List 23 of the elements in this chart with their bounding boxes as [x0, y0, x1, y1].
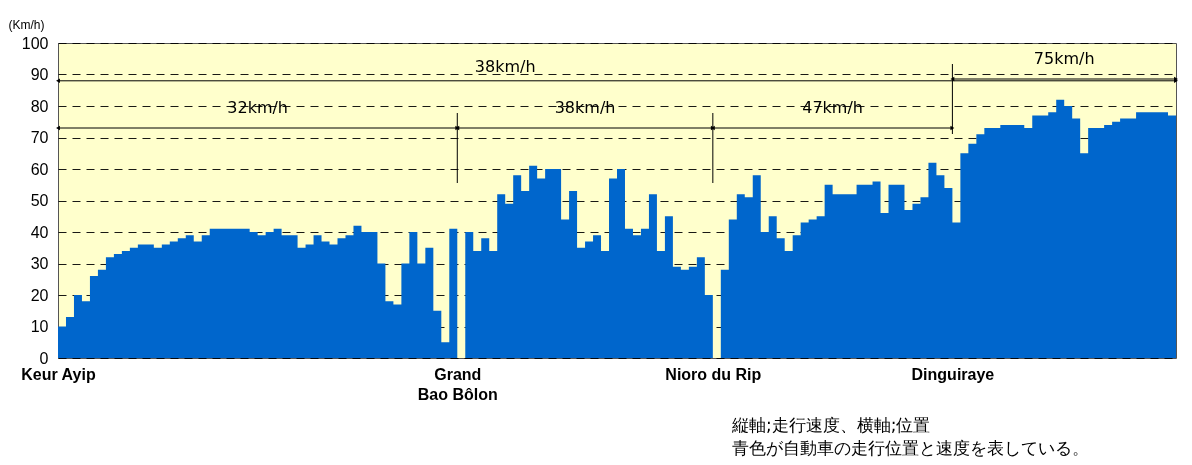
x-tick-label: Nioro du Rip: [665, 365, 762, 383]
y-tick-label: 60: [30, 160, 49, 178]
y-tick-label: 0: [39, 349, 49, 367]
annotation: 38km/h: [554, 98, 616, 117]
x-tick-label: Grand Bao Bôlon: [417, 365, 498, 403]
x-tick-label: Dinguiraye: [911, 365, 995, 383]
y-tick-label: 80: [30, 97, 49, 115]
y-tick-label: 10: [30, 318, 49, 335]
text: 青色が自動車の走行位置と速度を表している。: [732, 437, 1089, 460]
x-tick-label: Keur Ayip: [21, 365, 96, 383]
y-tick-label: 50: [30, 192, 49, 209]
y-tick-label: 30: [30, 255, 49, 272]
y-tick-label: 70: [30, 129, 49, 146]
annotation: 47km/h: [802, 98, 863, 117]
ref-line-label: 38km/h: [474, 56, 536, 76]
y-tick-label: 90: [30, 66, 49, 83]
annotation: 75km/h: [1033, 49, 1095, 68]
annotation: 32km/h: [227, 98, 289, 117]
y-tick-label: 100: [21, 34, 49, 52]
y-tick-label: 20: [30, 286, 49, 304]
text: 縦軸;走行速度、横軸;位置: [732, 414, 932, 437]
y-tick-label: 40: [30, 223, 49, 241]
y-axis-title: (Km/h): [8, 17, 45, 32]
